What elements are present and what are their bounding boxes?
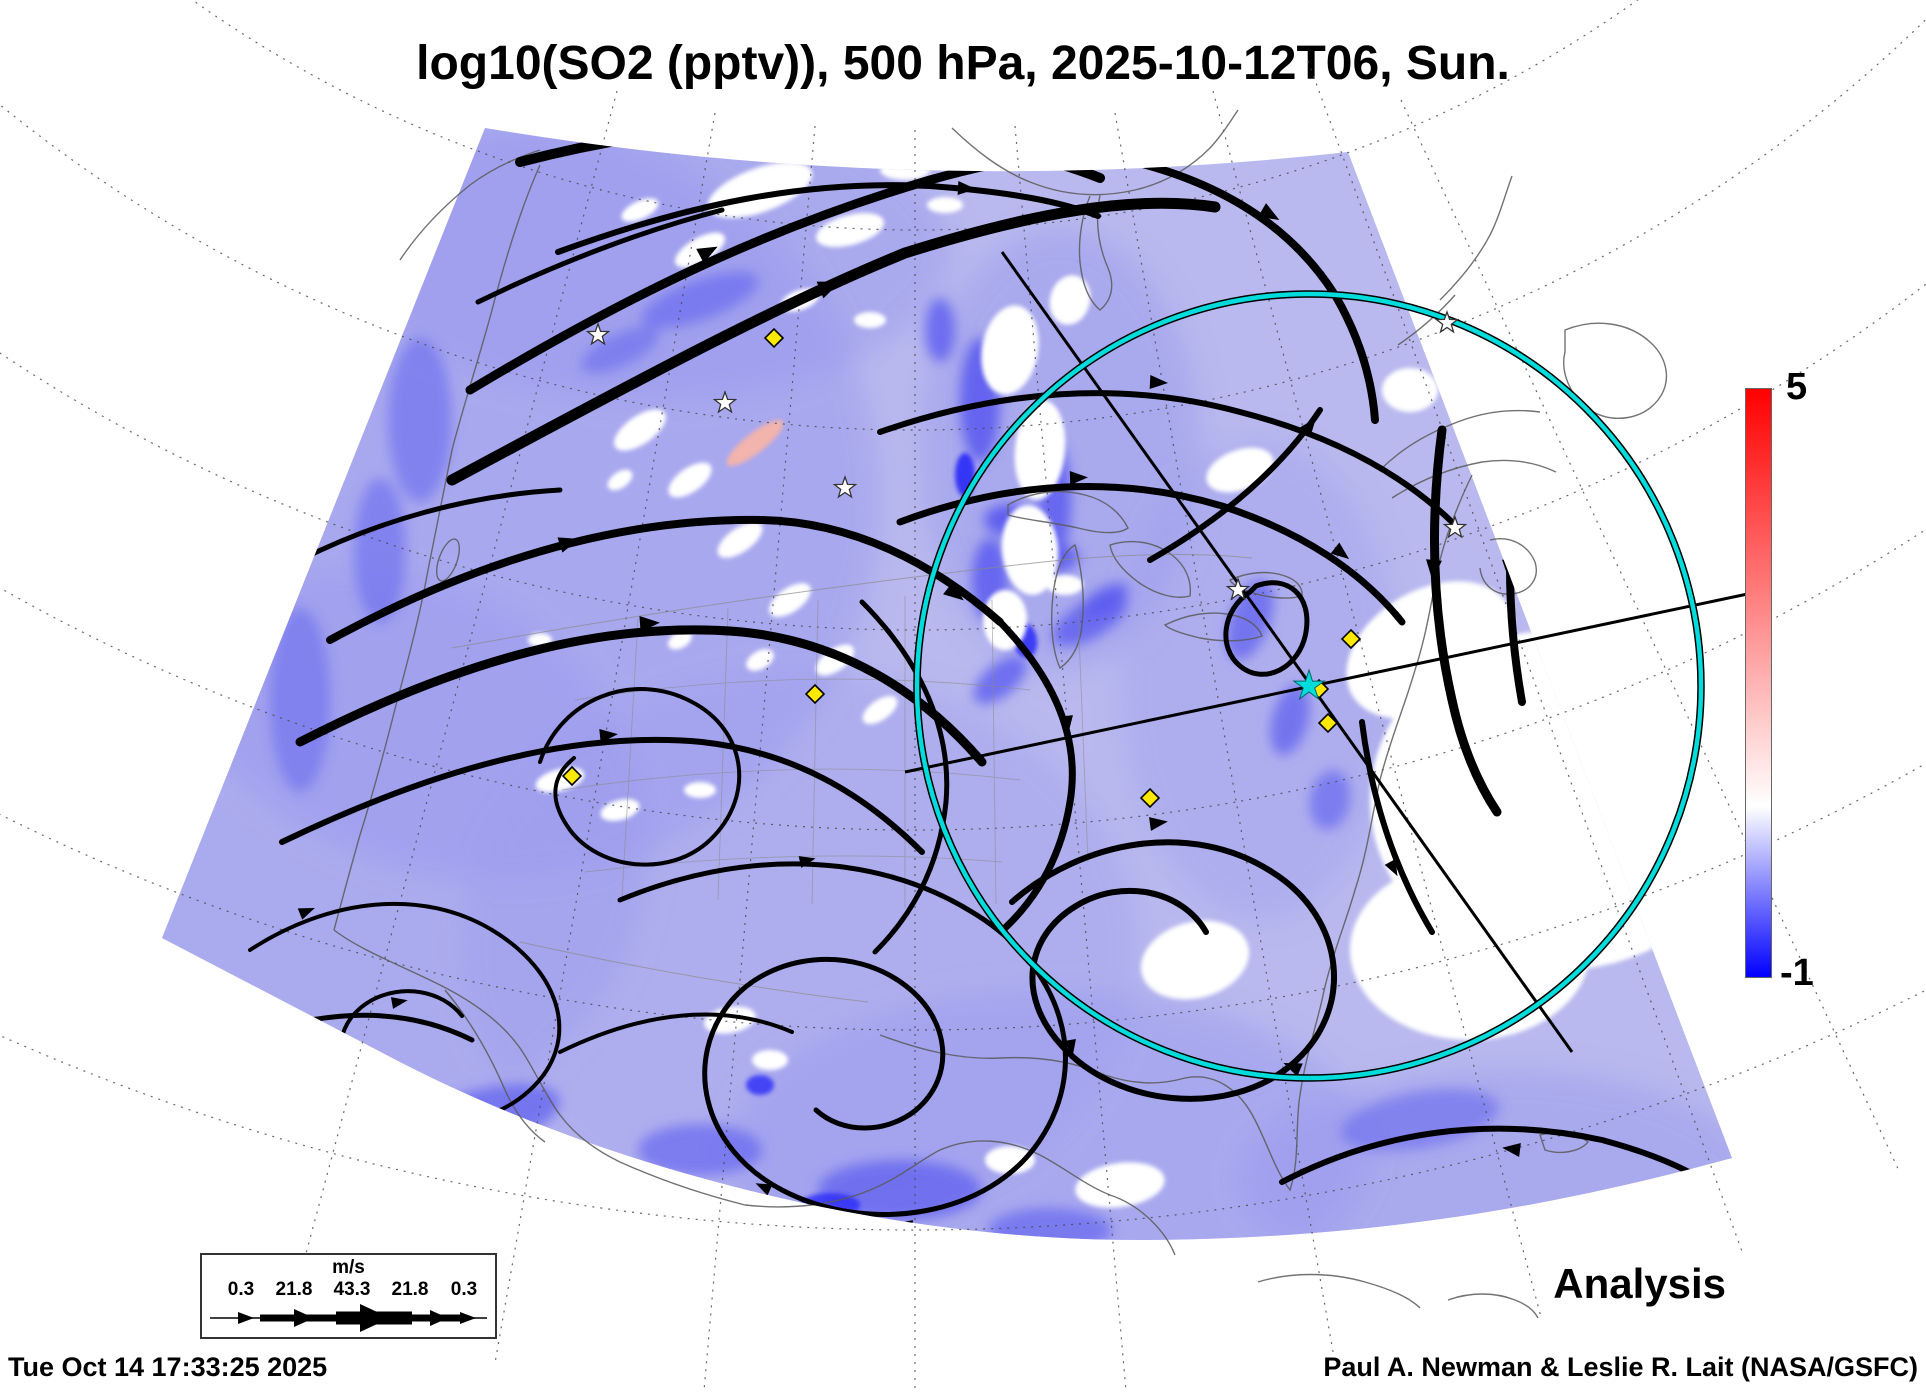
diamond-marker-icon <box>804 683 826 705</box>
diamond-marker-icon <box>1139 787 1161 809</box>
city-star-markers <box>585 310 1468 601</box>
center-star-marker <box>1292 668 1326 701</box>
diamond-marker-icon <box>763 327 785 349</box>
city-star-icon <box>1434 310 1460 334</box>
city-star-icon <box>1442 515 1468 539</box>
page-title: log10(SO2 (pptv)), 500 hPa, 2025-10-12T0… <box>416 37 1510 90</box>
legend-tick: 43.3 <box>333 1279 371 1300</box>
credit-line: Paul A. Newman & Leslie R. Lait (NASA/GS… <box>1323 1352 1918 1382</box>
colorbar <box>1745 388 1772 978</box>
range-circle <box>914 291 1704 1081</box>
crosshair-line-steep <box>1000 251 1574 1053</box>
legend-units-label: m/s <box>332 1257 365 1278</box>
city-star-icon <box>585 322 611 346</box>
center-star-icon <box>1292 668 1326 701</box>
city-star-icon <box>1225 577 1251 601</box>
wind-speed-legend: m/s 0.3 21.8 43.3 21.8 0.3 <box>200 1253 497 1339</box>
diamond-marker-icon <box>1317 712 1339 734</box>
legend-tick: 21.8 <box>275 1279 313 1300</box>
diamond-marker-icon <box>1340 628 1362 650</box>
legend-tick: 0.3 <box>227 1279 255 1300</box>
legend-arrow-scale <box>210 1304 487 1332</box>
city-star-icon <box>712 390 738 414</box>
diamond-marker-icon <box>561 765 583 787</box>
legend-tick: 0.3 <box>450 1279 478 1300</box>
crosshair-line-shallow <box>904 590 1758 774</box>
legend-tick: 21.8 <box>391 1279 429 1300</box>
colorbar-max-label: 5 <box>1786 366 1808 408</box>
creation-timestamp: Tue Oct 14 17:33:25 2025 <box>8 1352 328 1382</box>
range-circle-group <box>904 251 1758 1082</box>
colorbar-min-label: -1 <box>1780 952 1814 994</box>
legend-tick-labels: 0.3 21.8 43.3 21.8 0.3 <box>202 1279 495 1300</box>
analysis-label: Analysis <box>1553 1260 1726 1307</box>
pink-plume-spot <box>726 420 784 466</box>
city-star-icon <box>832 475 858 499</box>
